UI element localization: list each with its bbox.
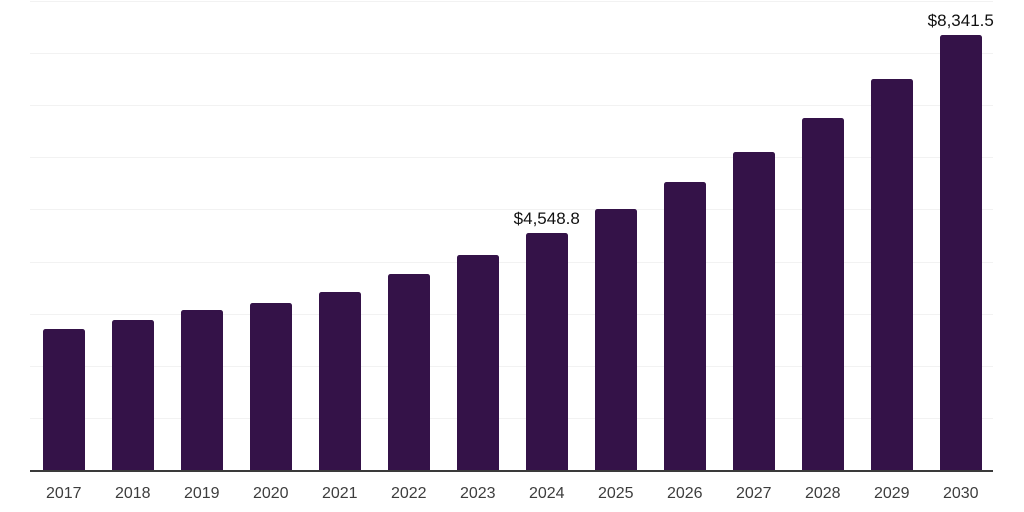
x-tick-label-2026: 2026 xyxy=(666,485,703,502)
gridline-3000 xyxy=(30,313,993,315)
bar-2022 xyxy=(388,273,430,470)
x-tick-label-2022: 2022 xyxy=(390,485,427,502)
x-tick-label-2023: 2023 xyxy=(459,485,496,502)
bar-2023 xyxy=(457,254,499,470)
gridline-8000 xyxy=(30,53,993,55)
x-tick-label-2027: 2027 xyxy=(735,485,772,502)
gridline-2000 xyxy=(30,365,993,367)
bar-2027 xyxy=(733,151,775,470)
data-label-2030: $8,341.5 xyxy=(927,11,994,31)
bar-2026 xyxy=(664,181,706,470)
gridline-1000 xyxy=(30,417,993,419)
x-axis-line xyxy=(30,470,993,472)
x-tick-label-2019: 2019 xyxy=(183,485,220,502)
bar-2024 xyxy=(526,232,568,470)
bar-2021 xyxy=(319,292,361,470)
bar-2029 xyxy=(871,78,913,470)
x-tick-label-2024: 2024 xyxy=(528,485,565,502)
x-tick-label-2025: 2025 xyxy=(597,485,634,502)
x-tick-label-2018: 2018 xyxy=(114,485,151,502)
gridline-7000 xyxy=(30,105,993,107)
gridline-9000 xyxy=(30,1,993,2)
bar-2025 xyxy=(595,209,637,470)
bar-2020 xyxy=(250,302,292,470)
bar-2019 xyxy=(181,309,223,470)
gridline-6000 xyxy=(30,157,993,159)
bar-2018 xyxy=(112,320,154,470)
plot-area: $4,548.8 $8,341.5 xyxy=(30,1,994,470)
gridline-5000 xyxy=(30,209,993,211)
x-tick-label-2030: 2030 xyxy=(942,485,979,502)
x-tick-label-2021: 2021 xyxy=(321,485,358,502)
x-tick-label-2029: 2029 xyxy=(873,485,910,502)
bar-2030 xyxy=(940,35,982,470)
bar-2017 xyxy=(43,329,85,470)
x-tick-label-2020: 2020 xyxy=(252,485,289,502)
gridline-4000 xyxy=(30,261,993,263)
data-label-2024: $4,548.8 xyxy=(513,208,580,228)
x-tick-label-2017: 2017 xyxy=(45,485,82,502)
x-tick-label-2028: 2028 xyxy=(804,485,841,502)
bar-2028 xyxy=(802,117,844,470)
